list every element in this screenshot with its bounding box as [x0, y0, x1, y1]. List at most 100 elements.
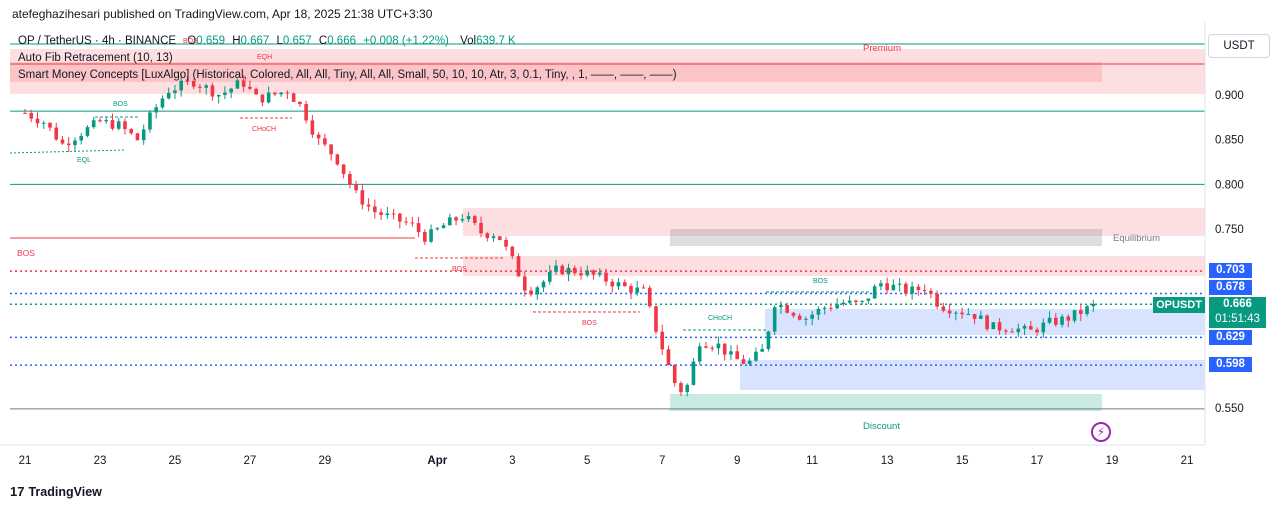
candle	[73, 137, 77, 152]
candle	[804, 316, 808, 326]
candle-body	[285, 92, 290, 94]
candle-body	[816, 308, 821, 315]
x-tick-label: 19	[1106, 455, 1119, 467]
candle-body	[504, 239, 508, 247]
candle-body	[335, 154, 340, 165]
candle-body	[854, 300, 858, 302]
candle	[298, 101, 302, 107]
candle-body	[54, 127, 59, 140]
x-tick-label: 13	[881, 455, 894, 467]
candle-body	[154, 107, 158, 113]
candle-body	[423, 231, 427, 242]
candle	[1060, 314, 1064, 328]
candle-body	[116, 121, 121, 129]
candle-body	[554, 265, 558, 272]
legend-vol-value: 639.7 K	[476, 35, 516, 47]
candle-body	[666, 349, 671, 366]
legend-h-label: H	[232, 35, 241, 47]
candle	[248, 80, 252, 91]
smc-label-bos: BOS	[17, 248, 35, 258]
candle	[123, 118, 127, 135]
candle-body	[135, 133, 140, 141]
supply-zone	[463, 208, 1205, 236]
candle-body	[310, 120, 315, 135]
candle-body	[454, 217, 458, 221]
candle-body	[79, 135, 84, 141]
candle-body	[260, 94, 265, 103]
candle	[273, 92, 277, 97]
x-tick-label: Apr	[427, 455, 447, 467]
candle-body	[1029, 325, 1033, 330]
candle-body	[829, 307, 833, 309]
candle	[454, 216, 458, 226]
candle-body	[822, 307, 827, 309]
candle	[822, 306, 827, 315]
x-tick-label: 11	[806, 455, 818, 467]
candle	[585, 265, 590, 278]
footer-brand[interactable]: 17 TradingView	[10, 484, 102, 499]
candle	[60, 136, 65, 145]
levels-layer	[10, 110, 1205, 410]
candle-body	[629, 286, 633, 293]
legend-ohlc: OP / TetherUS · 4h · BINANCE O0.659 H0.6…	[18, 35, 516, 47]
candle-body	[141, 129, 146, 141]
candle-body	[266, 92, 271, 103]
candle	[1047, 311, 1052, 325]
candle-body	[29, 112, 34, 119]
candle	[241, 75, 246, 92]
candle-body	[210, 85, 215, 97]
candle-body	[954, 312, 958, 314]
candle-body	[85, 127, 90, 136]
smc-label-bos: BOS	[113, 101, 128, 108]
candle	[185, 76, 190, 86]
candle-body	[60, 139, 65, 144]
candle-body	[1091, 303, 1096, 307]
y-tick-label: 0.750	[1215, 224, 1244, 236]
candle	[485, 232, 490, 242]
candle-body	[216, 94, 221, 97]
candle-body	[398, 213, 402, 222]
candle	[341, 164, 346, 179]
candle	[1072, 310, 1077, 323]
equilibrium-label: Equilibrium	[1113, 233, 1160, 244]
candle	[310, 115, 315, 138]
candle-body	[947, 310, 952, 314]
candle-body	[997, 322, 1002, 331]
candle	[260, 94, 265, 107]
candle	[985, 314, 989, 332]
legend-c-label: C	[318, 35, 328, 47]
candle	[1054, 312, 1058, 327]
candle-body	[360, 190, 365, 205]
candle	[529, 286, 533, 297]
legend-indicator-smc[interactable]: Smart Money Concepts [LuxAlgo] (Historic…	[18, 69, 677, 81]
candle-body	[348, 174, 352, 185]
candle	[91, 117, 96, 129]
flash-icon[interactable]: ⚡	[1091, 422, 1111, 442]
candle-body	[448, 217, 452, 226]
candle	[41, 120, 46, 129]
candle	[772, 305, 777, 336]
candle-body	[248, 86, 252, 89]
candle-body	[385, 213, 390, 216]
y-tick-label: 0.800	[1215, 179, 1244, 191]
candle-body	[129, 129, 134, 134]
candle	[404, 216, 408, 226]
candle	[48, 122, 52, 132]
x-tick-label: 27	[244, 455, 257, 467]
candles-layer	[23, 74, 1096, 397]
candle	[504, 236, 508, 251]
candle	[647, 285, 652, 308]
candle	[610, 278, 615, 293]
candle-body	[941, 306, 946, 311]
candle-body	[935, 293, 939, 307]
currency-button[interactable]: USDT	[1208, 34, 1270, 58]
candle-body	[473, 216, 477, 223]
candle	[854, 299, 858, 306]
candle-body	[41, 122, 46, 124]
candle-body	[416, 223, 421, 232]
candle-body	[223, 92, 227, 95]
candle-body	[191, 81, 196, 87]
tradingview-logo-icon: 17	[10, 484, 25, 499]
legend-change: +0.008 (+1.22%)	[363, 35, 449, 47]
legend-indicator-fib[interactable]: Auto Fib Retracement (10, 13)	[18, 52, 173, 64]
